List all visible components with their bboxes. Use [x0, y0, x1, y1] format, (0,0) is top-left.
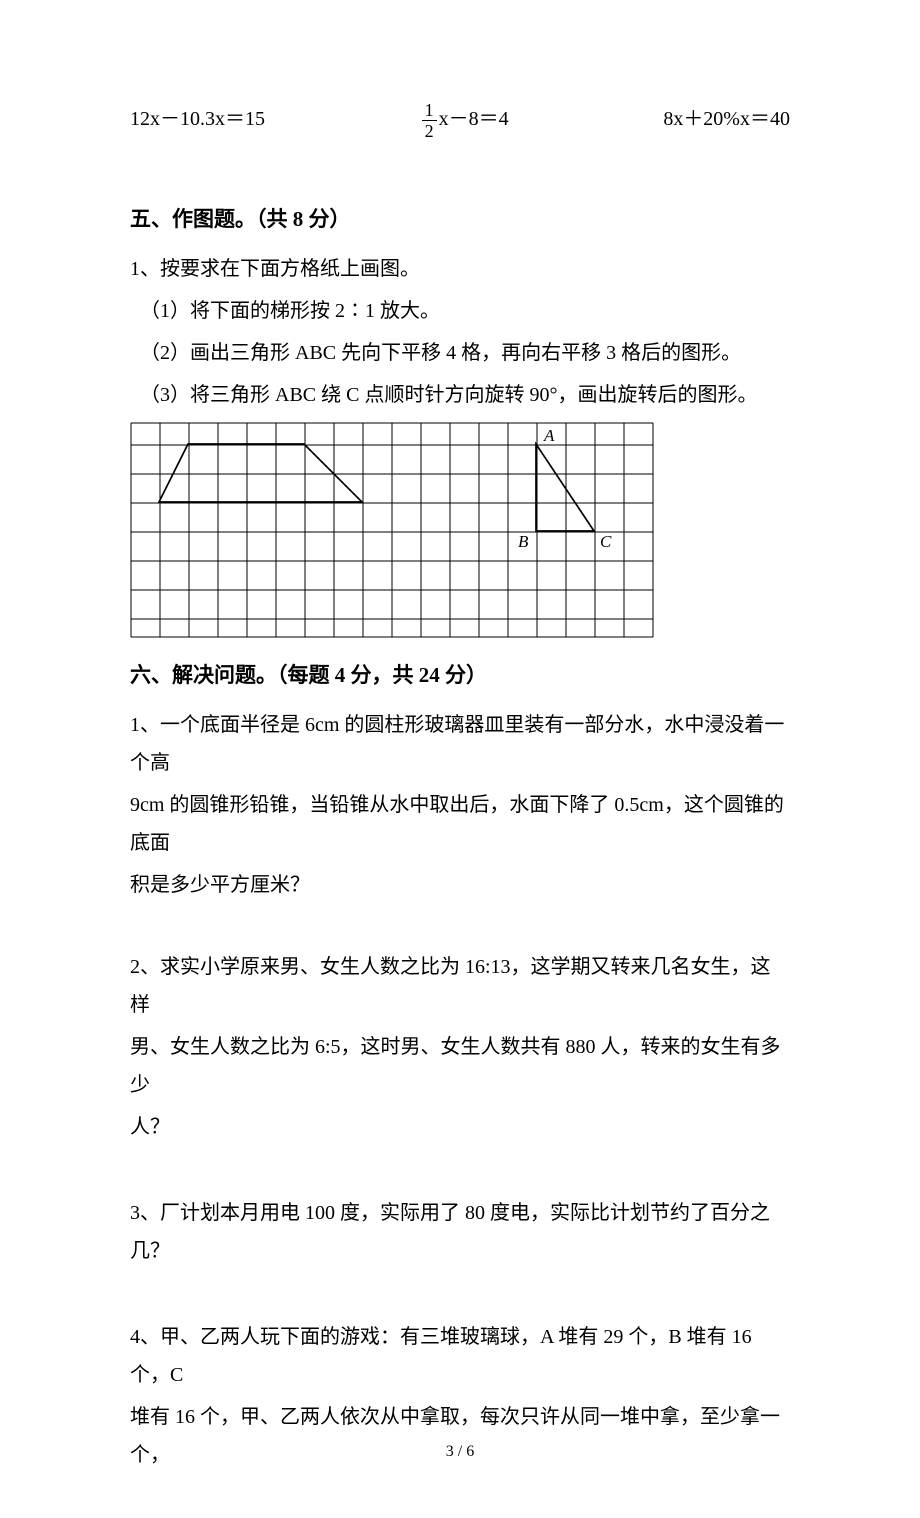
- s6-q1-l1: 1、一个底面半径是 6cm 的圆柱形玻璃器皿里装有一部分水，水中浸没着一个高: [130, 706, 790, 782]
- equation-1: 12x－10.3x＝15: [130, 100, 265, 140]
- page-footer: 3 / 6: [0, 1437, 920, 1467]
- spacer: [130, 1150, 790, 1190]
- s6-q2-l3: 人？: [130, 1108, 790, 1146]
- s5-q1-1: （1）将下面的梯形按 2∶1 放大。: [130, 292, 790, 330]
- s6-q1-l2: 9cm 的圆锥形铅锥，当铅锥从水中取出后，水面下降了 0.5cm，这个圆锥的底面: [130, 786, 790, 862]
- s6-q4-l1: 4、甲、乙两人玩下面的游戏：有三堆玻璃球，A 堆有 29 个，B 堆有 16 个…: [130, 1318, 790, 1394]
- equation-3: 8x＋20%x＝40: [663, 100, 790, 140]
- grid-figure: A B C: [130, 422, 790, 638]
- fraction-denom: 2: [422, 121, 437, 140]
- s6-q1-l3: 积是多少平方厘米？: [130, 866, 790, 904]
- equation-row: 12x－10.3x＝15 1 2 x－8＝4 8x＋20%x＝40: [130, 100, 790, 140]
- s5-q1: 1、按要求在下面方格纸上画图。: [130, 250, 790, 288]
- s6-q3: 3、厂计划本月用电 100 度，实际用了 80 度电，实际比计划节约了百分之几？: [130, 1194, 790, 1270]
- s6-q2-l1: 2、求实小学原来男、女生人数之比为 16:13，这学期又转来几名女生，这样: [130, 948, 790, 1024]
- svg-text:A: A: [543, 426, 555, 445]
- svg-text:C: C: [600, 532, 612, 551]
- equation-2: 1 2 x－8＝4: [420, 100, 509, 140]
- section-6-title: 六、解决问题。（每题 4 分，共 24 分）: [130, 656, 790, 696]
- fraction: 1 2: [422, 101, 437, 140]
- s6-q2-l2: 男、女生人数之比为 6:5，这时男、女生人数共有 880 人，转来的女生有多少: [130, 1028, 790, 1104]
- svg-text:B: B: [518, 532, 529, 551]
- s5-q1-3: （3）将三角形 ABC 绕 C 点顺时针方向旋转 90°，画出旋转后的图形。: [130, 376, 790, 414]
- section-5-title: 五、作图题。（共 8 分）: [130, 200, 790, 240]
- grid-svg: A B C: [130, 422, 654, 638]
- s5-q1-2: （2）画出三角形 ABC 先向下平移 4 格，再向右平移 3 格后的图形。: [130, 334, 790, 372]
- fraction-numer: 1: [422, 101, 437, 121]
- equation-2-rest: x－8＝4: [439, 108, 509, 130]
- page: 12x－10.3x＝15 1 2 x－8＝4 8x＋20%x＝40 五、作图题。…: [0, 0, 920, 1518]
- spacer: [130, 1274, 790, 1314]
- spacer: [130, 908, 790, 944]
